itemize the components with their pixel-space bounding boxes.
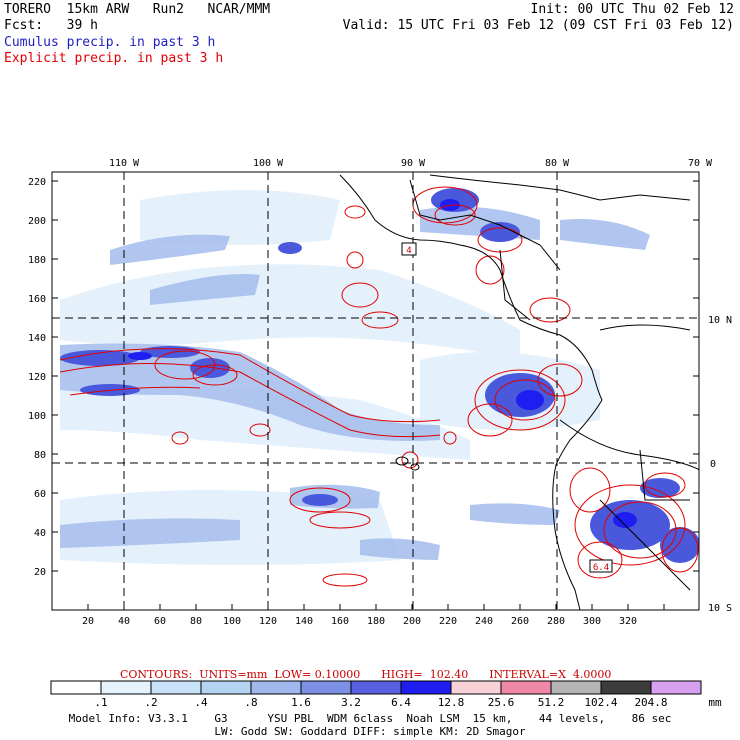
colorbar-swatch — [50, 680, 102, 695]
valid-time: Valid: 15 UTC Fri 03 Feb 12 (09 CST Fri … — [342, 18, 734, 33]
x-tick-label: 240 — [475, 616, 493, 627]
y-tick-label: 160 — [28, 294, 46, 305]
y-tick-label: 80 — [34, 450, 46, 461]
colorbar-swatch — [400, 680, 452, 695]
colorbar-label: 25.6 — [487, 696, 515, 709]
colorbar-label: 1.6 — [291, 696, 311, 709]
x-tick-label: 200 — [403, 616, 421, 627]
y-tick-label: 220 — [28, 177, 46, 188]
y-tick-label: 60 — [34, 489, 46, 500]
x-tick-label: 320 — [619, 616, 637, 627]
colorbar-swatch — [650, 680, 702, 695]
box-label: 4 — [406, 246, 411, 256]
colorbar-swatch — [300, 680, 352, 695]
colorbar-label: 12.8 — [437, 696, 465, 709]
colorbar-label: 6.4 — [391, 696, 411, 709]
colorbar-swatch — [450, 680, 502, 695]
init-time: Init: 00 UTC Thu 02 Feb 12 — [530, 2, 735, 17]
y-tick-label: 180 — [28, 255, 46, 266]
x-tick-label: 280 — [547, 616, 565, 627]
colorbar-unit: mm — [708, 696, 722, 709]
colorbar-swatch — [200, 680, 252, 695]
colorbar-label: .1 — [94, 696, 108, 709]
x-tick-label: 60 — [154, 616, 166, 627]
box-label: 6.4 — [593, 563, 609, 573]
y-tick-label: 20 — [34, 567, 46, 578]
x-tick-label: 140 — [295, 616, 313, 627]
colorbar-label: 51.2 — [537, 696, 565, 709]
colorbar-swatch — [500, 680, 552, 695]
colorbar-label: .8 — [244, 696, 258, 709]
model-info: Model Info: V3.3.1 G3 YSU PBL WDM 6class… — [68, 712, 672, 725]
contours-info: CONTOURS: UNITS=mm LOW= 0.10000 HIGH= 10… — [120, 668, 612, 681]
colorbar-label: 3.2 — [341, 696, 361, 709]
x-tick-label: 80 — [190, 616, 202, 627]
y-tick-label: 100 — [28, 411, 46, 422]
colorbar-label: .2 — [144, 696, 158, 709]
y-axis-ticks — [52, 180, 699, 572]
precip-map: 110 W 100 W 90 W 80 W 70 W 10 N 0 10 S — [28, 158, 732, 627]
lon-label: 110 W — [109, 158, 140, 169]
y-tick-label: 120 — [28, 372, 46, 383]
x-tick-label: 300 — [583, 616, 601, 627]
colorbar-swatch — [150, 680, 202, 695]
x-tick-label: 40 — [118, 616, 130, 627]
legend-explicit: Explicit precip. in past 3 h — [4, 51, 224, 66]
colorbar-swatch — [250, 680, 302, 695]
legend-cumulus: Cumulus precip. in past 3 h — [4, 35, 216, 50]
precip-field — [52, 172, 699, 610]
forecast-hour: Fcst: 39 h — [4, 18, 98, 33]
x-tick-label: 20 — [82, 616, 94, 627]
lat-label: 0 — [710, 459, 716, 470]
y-tick-label: 40 — [34, 528, 46, 539]
colorbar-swatch — [350, 680, 402, 695]
y-tick-label: 200 — [28, 216, 46, 227]
colorbar-label: .4 — [194, 696, 208, 709]
colorbar-swatch — [550, 680, 602, 695]
colorbar-label: 204.8 — [634, 696, 668, 709]
x-tick-label: 220 — [439, 616, 457, 627]
x-axis-ticks — [87, 604, 665, 610]
lon-label: 100 W — [253, 158, 284, 169]
x-tick-label: 160 — [331, 616, 349, 627]
x-tick-label: 260 — [511, 616, 529, 627]
x-tick-label: 120 — [259, 616, 277, 627]
colorbar-label: 102.4 — [584, 696, 618, 709]
physics-info: LW: Godd SW: Goddard DIFF: simple KM: 2D… — [214, 725, 526, 738]
lat-label: 10 S — [708, 603, 732, 614]
lon-label: 90 W — [401, 158, 426, 169]
y-tick-label: 140 — [28, 333, 46, 344]
lat-label: 10 N — [708, 315, 732, 326]
x-tick-label: 180 — [367, 616, 385, 627]
model-title: TORERO 15km ARW Run2 NCAR/MMM — [4, 2, 271, 17]
colorbar-swatch — [100, 680, 152, 695]
colorbar-swatch — [600, 680, 652, 695]
lon-label: 70 W — [688, 158, 713, 169]
colorbar — [50, 680, 702, 695]
x-tick-label: 100 — [223, 616, 241, 627]
lon-label: 80 W — [545, 158, 570, 169]
